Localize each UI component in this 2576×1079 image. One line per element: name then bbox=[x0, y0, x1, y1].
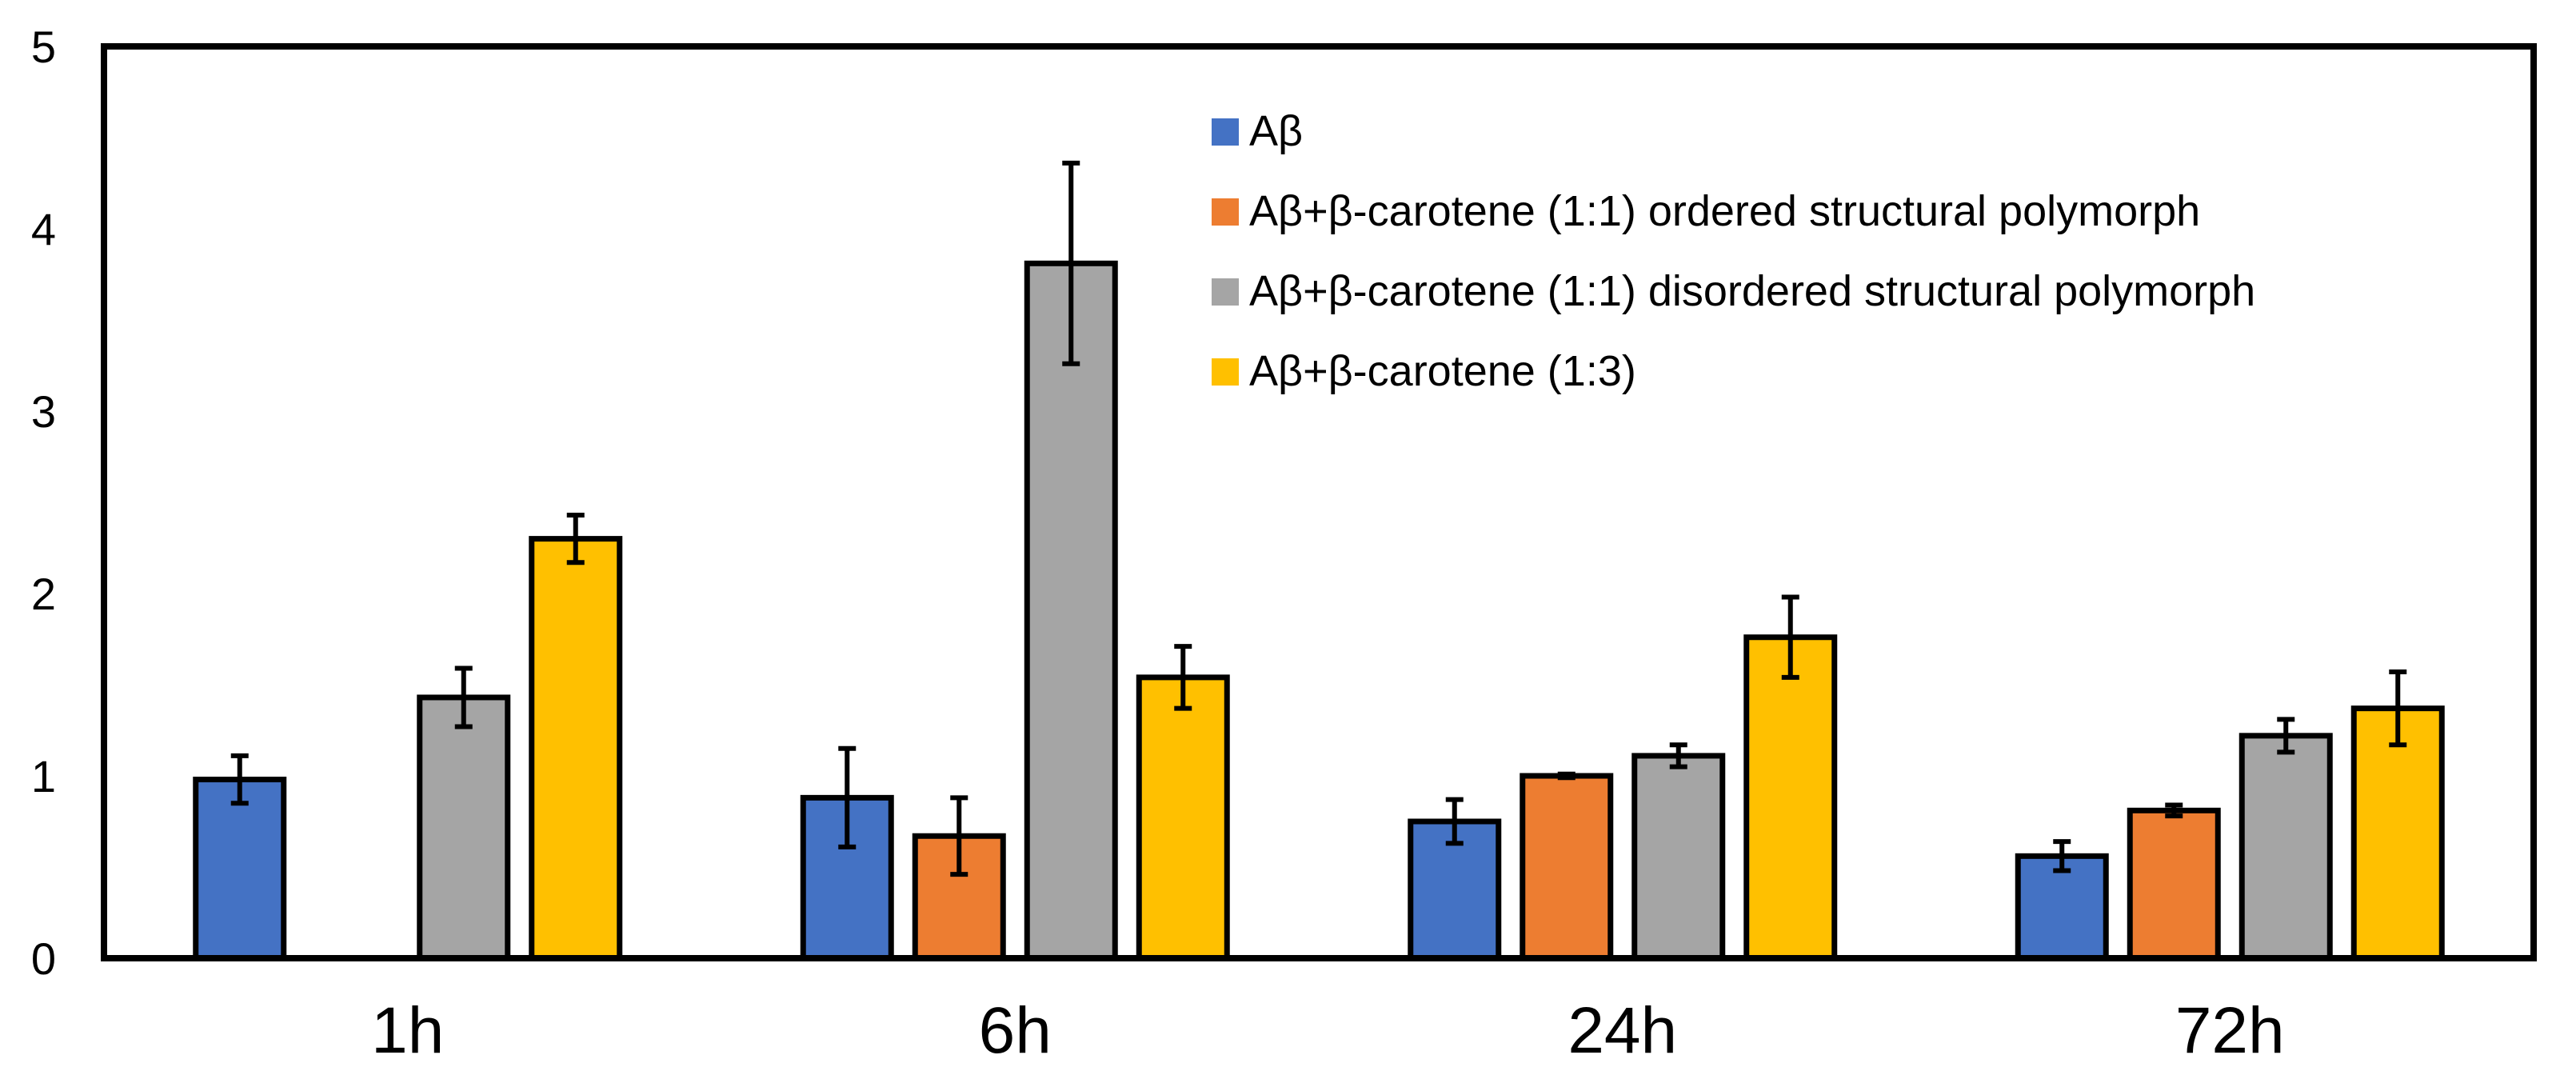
legend-swatch bbox=[1212, 198, 1239, 226]
y-tick-label: 0 bbox=[31, 933, 56, 984]
error-bar bbox=[230, 753, 249, 806]
y-tick-label: 4 bbox=[31, 204, 56, 254]
error-bar bbox=[1557, 771, 1576, 781]
error-bar bbox=[2053, 839, 2071, 873]
legend-swatch bbox=[1212, 278, 1239, 306]
bar bbox=[1136, 674, 1230, 961]
legend-label: Aβ+β-carotene (1:1) disordered structura… bbox=[1249, 267, 2255, 315]
legend: Aβ Aβ+β-carotene (1:1) ordered structural… bbox=[1212, 107, 2255, 395]
bar bbox=[417, 694, 511, 961]
y-tick-label: 1 bbox=[31, 751, 56, 801]
x-tick-label: 1h bbox=[371, 994, 444, 1067]
bar bbox=[2350, 705, 2445, 961]
bar bbox=[2239, 733, 2333, 961]
bars-layer bbox=[193, 260, 2445, 961]
legend-swatch bbox=[1212, 118, 1239, 146]
x-tick-label: 6h bbox=[979, 994, 1052, 1067]
legend-label: Aβ+β-carotene (1:1) ordered structural p… bbox=[1249, 187, 2200, 235]
bar bbox=[1024, 260, 1118, 961]
y-tick-label: 3 bbox=[31, 386, 56, 437]
bar bbox=[1631, 753, 1726, 961]
error-bar bbox=[2389, 669, 2407, 748]
errorbars-layer bbox=[230, 160, 2407, 877]
plot-area-frame bbox=[101, 43, 2537, 961]
bar bbox=[2127, 807, 2221, 961]
error-bar bbox=[1062, 160, 1080, 366]
bar bbox=[1520, 773, 1614, 961]
bar bbox=[2015, 853, 2109, 961]
y-tick-label: 2 bbox=[31, 569, 56, 619]
bar bbox=[1743, 634, 1838, 961]
error-bar bbox=[2165, 802, 2183, 819]
bar bbox=[529, 536, 623, 961]
error-bar bbox=[1781, 594, 1799, 680]
y-tick-label: 5 bbox=[31, 22, 56, 72]
x-tick-label: 24h bbox=[1568, 994, 1677, 1067]
error-bar bbox=[2277, 717, 2295, 755]
error-bar bbox=[838, 745, 857, 849]
error-bar bbox=[950, 795, 968, 877]
legend-label: Aβ+β-carotene (1:3) bbox=[1249, 347, 1636, 395]
x-tick-label: 72h bbox=[2175, 994, 2285, 1067]
error-bar bbox=[566, 512, 585, 565]
error-bar bbox=[1174, 644, 1192, 711]
legend-swatch bbox=[1212, 358, 1239, 386]
x-axis-ticks: 1h 6h 24h 72h bbox=[371, 994, 2285, 1067]
legend-label: Aβ bbox=[1249, 107, 1303, 155]
bar bbox=[193, 777, 287, 961]
error-bar bbox=[1669, 742, 1687, 769]
error-bar bbox=[454, 665, 473, 729]
y-axis-ticks: 0 1 2 3 4 5 bbox=[31, 22, 56, 984]
error-bar bbox=[1445, 797, 1464, 846]
